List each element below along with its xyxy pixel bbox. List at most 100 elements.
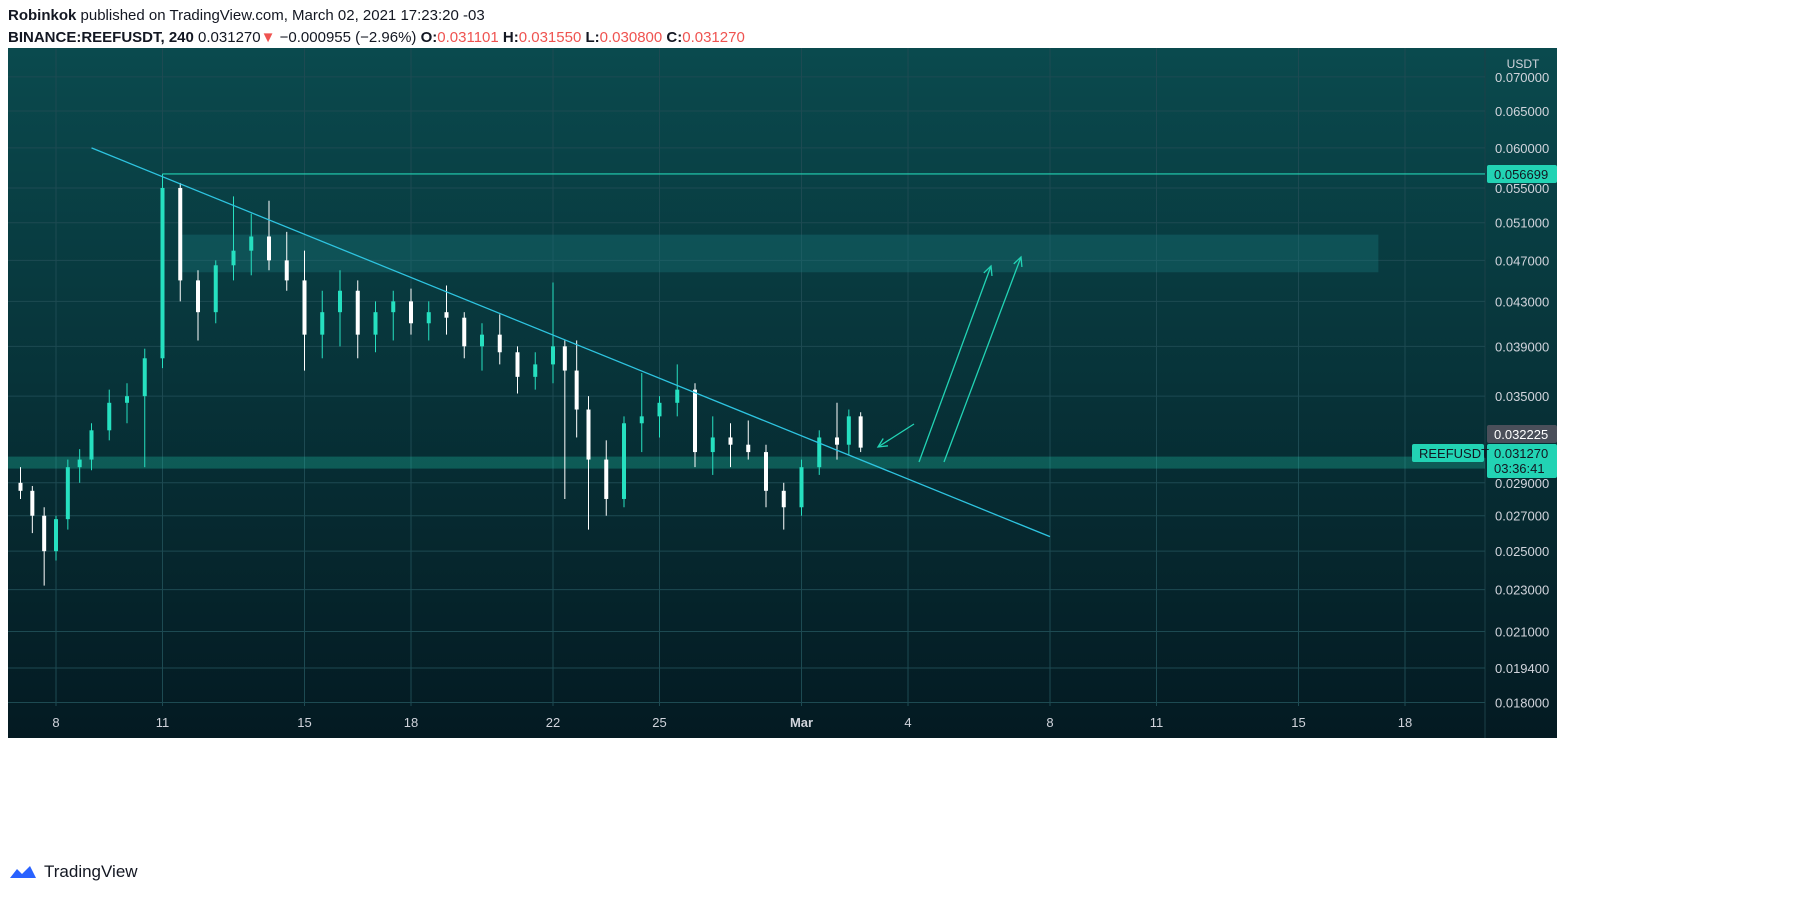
x-tick-label: 8: [1046, 715, 1053, 730]
candle-body: [18, 482, 23, 491]
candle-body: [604, 459, 609, 499]
open-label: O:: [420, 29, 438, 46]
candle-body: [781, 490, 786, 508]
candle-body: [574, 370, 579, 410]
candle-body: [89, 430, 94, 460]
candle-body: [213, 265, 218, 313]
resistance-zone: [180, 234, 1379, 273]
last-price-tag: 0.031270: [1494, 446, 1548, 461]
x-tick-label: 18: [404, 715, 418, 730]
symbol-tag: REEFUSDT: [1419, 446, 1489, 461]
close-value: 0.031270: [682, 29, 745, 46]
y-tick-label: 0.070000: [1495, 70, 1549, 85]
brand-label: TradingView: [44, 862, 138, 881]
candle-body: [586, 409, 591, 460]
y-tick-label: 0.023000: [1495, 583, 1549, 598]
y-tick-label: 0.060000: [1495, 141, 1549, 156]
support-band: [8, 456, 1485, 469]
candle-body: [710, 437, 715, 453]
price-change: −0.000955 (−2.96%): [279, 29, 417, 46]
x-tick-label: 11: [1150, 715, 1164, 730]
candle-body: [54, 519, 58, 552]
candle-body: [42, 515, 47, 552]
candle-body: [409, 301, 413, 324]
candle-body: [355, 290, 360, 335]
y-tick-label: 0.029000: [1495, 476, 1549, 491]
candle-body: [267, 236, 271, 261]
publish-info: Robinkok published on TradingView.com, M…: [8, 7, 485, 24]
candle-body: [249, 236, 254, 251]
y-tick-label: 0.055000: [1495, 181, 1549, 196]
high-label: H:: [502, 29, 519, 46]
retest-arrow-head: [876, 438, 889, 448]
candle-body: [107, 402, 112, 431]
y-tick-label: 0.025000: [1495, 544, 1549, 559]
last-price: 0.031270: [198, 29, 261, 46]
candle-body: [284, 260, 289, 281]
candle-body: [746, 444, 751, 453]
projection-arrow-1-head: [983, 264, 993, 277]
tradingview-logo-icon: [10, 866, 36, 878]
y-tick-label: 0.018000: [1495, 696, 1549, 711]
y-tick-label: 0.051000: [1495, 216, 1549, 231]
candle-body: [551, 346, 555, 365]
x-tick-label: 25: [652, 715, 666, 730]
candle-body: [846, 416, 851, 445]
candle-body: [657, 402, 662, 417]
y-tick-label: 0.021000: [1495, 624, 1549, 639]
y-tick-label: 0.027000: [1495, 509, 1549, 524]
candle-body: [426, 312, 431, 324]
x-tick-label: 18: [1398, 715, 1412, 730]
candle-body: [622, 423, 626, 499]
candle-body: [142, 358, 147, 397]
countdown-tag: 03:36:41: [1494, 461, 1545, 476]
y-tick-label: 0.065000: [1495, 104, 1549, 119]
x-tick-label: 4: [904, 715, 911, 730]
symbol-tag-bg: [1412, 444, 1484, 462]
candle-body: [77, 459, 82, 468]
gray-price-tag: 0.032225: [1494, 427, 1548, 442]
y-tick-label: 0.043000: [1495, 294, 1549, 309]
candle-body: [231, 250, 236, 266]
candle-body: [444, 312, 449, 318]
descending-trendline: [91, 147, 1051, 538]
projection-arrow-1: [918, 265, 992, 463]
candle-body: [178, 187, 183, 281]
projection-arrow-2: [943, 256, 1022, 463]
down-arrow-icon: ▼: [260, 29, 276, 46]
x-tick-label: 22: [546, 715, 560, 730]
retest-arrow: [877, 423, 915, 448]
candle-body: [799, 467, 804, 508]
candle-body: [320, 312, 325, 335]
candle-body: [302, 280, 307, 335]
close-label: C:: [666, 29, 683, 46]
candle-body: [817, 437, 822, 468]
candle-body: [125, 396, 129, 403]
symbol-label: BINANCE:REEFUSDT, 240: [8, 29, 194, 46]
candle-body: [391, 301, 396, 313]
footer-brand[interactable]: TradingView: [8, 862, 138, 882]
candle-body: [373, 312, 378, 335]
candle-body: [639, 416, 644, 424]
candle-body: [480, 334, 484, 347]
projection-arrow-2-head: [1013, 255, 1023, 268]
low-value: 0.030800: [599, 29, 663, 46]
candle-body: [728, 437, 733, 445]
candle-body: [858, 416, 863, 448]
resistance-price-tag: 0.056699: [1494, 167, 1548, 182]
resistance-price-tag-bg: [1487, 164, 1557, 183]
x-tick-label: Mar: [790, 715, 813, 730]
y-tick-label: 0.035000: [1495, 389, 1549, 404]
ohlc-legend: BINANCE:REEFUSDT, 240 0.031270▼ −0.00095…: [8, 29, 745, 46]
x-tick-label: 15: [297, 715, 311, 730]
candle-body: [835, 437, 839, 445]
candle-body: [30, 490, 35, 516]
unit-label: USDT: [1507, 57, 1540, 71]
candle-body: [562, 346, 567, 371]
candle-body: [462, 317, 467, 347]
candle-body: [515, 352, 520, 377]
candle-body: [693, 389, 697, 453]
chart-background: [8, 48, 1557, 738]
x-tick-label: 8: [52, 715, 59, 730]
